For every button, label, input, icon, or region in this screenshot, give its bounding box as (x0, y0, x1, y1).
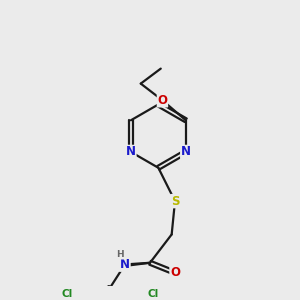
Text: N: N (120, 258, 130, 271)
Text: O: O (170, 266, 180, 279)
Text: N: N (126, 146, 136, 158)
Text: H: H (116, 250, 124, 259)
Text: O: O (158, 94, 167, 107)
Text: Cl: Cl (147, 289, 158, 298)
Text: N: N (181, 146, 191, 158)
Text: S: S (171, 195, 179, 208)
Text: H: H (119, 261, 128, 271)
Text: Cl: Cl (61, 289, 73, 298)
